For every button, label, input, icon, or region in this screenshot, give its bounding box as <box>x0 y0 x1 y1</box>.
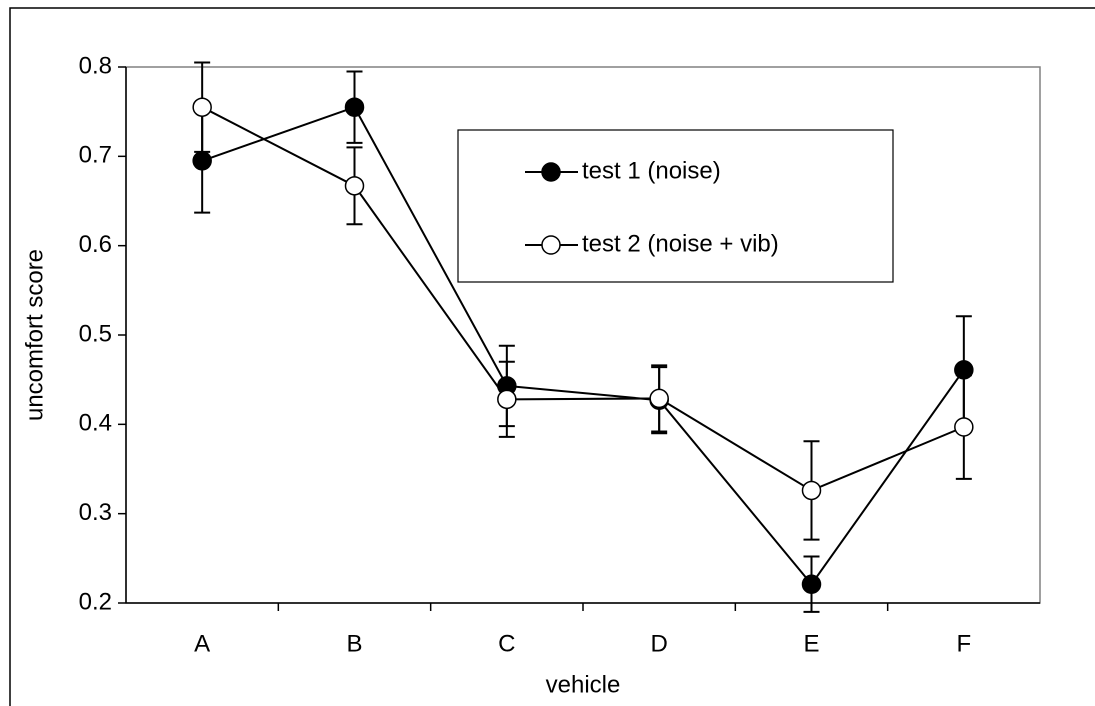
data-point <box>954 417 974 437</box>
x-tick-label: D <box>650 630 667 657</box>
y-tick-label: 0.6 <box>79 231 112 258</box>
data-point <box>649 388 669 409</box>
y-axis-label: uncomfort score <box>21 249 48 421</box>
y-tick-label: 0.2 <box>79 588 112 615</box>
legend-label: test 1 (noise) <box>582 157 721 184</box>
x-tick-label: B <box>346 630 362 657</box>
legend-label: test 2 (noise + vib) <box>582 230 779 257</box>
y-tick-label: 0.7 <box>79 142 112 169</box>
data-point <box>192 151 212 171</box>
data-point <box>497 389 517 410</box>
data-point <box>801 574 822 594</box>
data-point <box>954 360 974 380</box>
data-point <box>192 97 212 117</box>
chart-frame <box>9 7 1095 706</box>
x-tick-label: F <box>956 630 971 657</box>
data-point <box>344 97 365 117</box>
y-tick-label: 0.3 <box>79 499 112 526</box>
y-tick-label: 0.4 <box>79 410 112 437</box>
series-line <box>201 105 965 586</box>
data-point <box>344 176 365 196</box>
x-tick-label: A <box>194 630 210 657</box>
y-tick-label: 0.8 <box>79 52 112 79</box>
legend-box <box>457 129 894 283</box>
x-tick-label: C <box>498 630 515 657</box>
y-tick-label: 0.5 <box>79 320 112 347</box>
legend-marker <box>541 235 561 255</box>
series-line <box>201 106 965 492</box>
x-axis-label: vehicle <box>546 671 621 698</box>
data-point <box>801 480 822 501</box>
x-tick-label: E <box>803 630 819 657</box>
legend-marker <box>541 162 561 182</box>
